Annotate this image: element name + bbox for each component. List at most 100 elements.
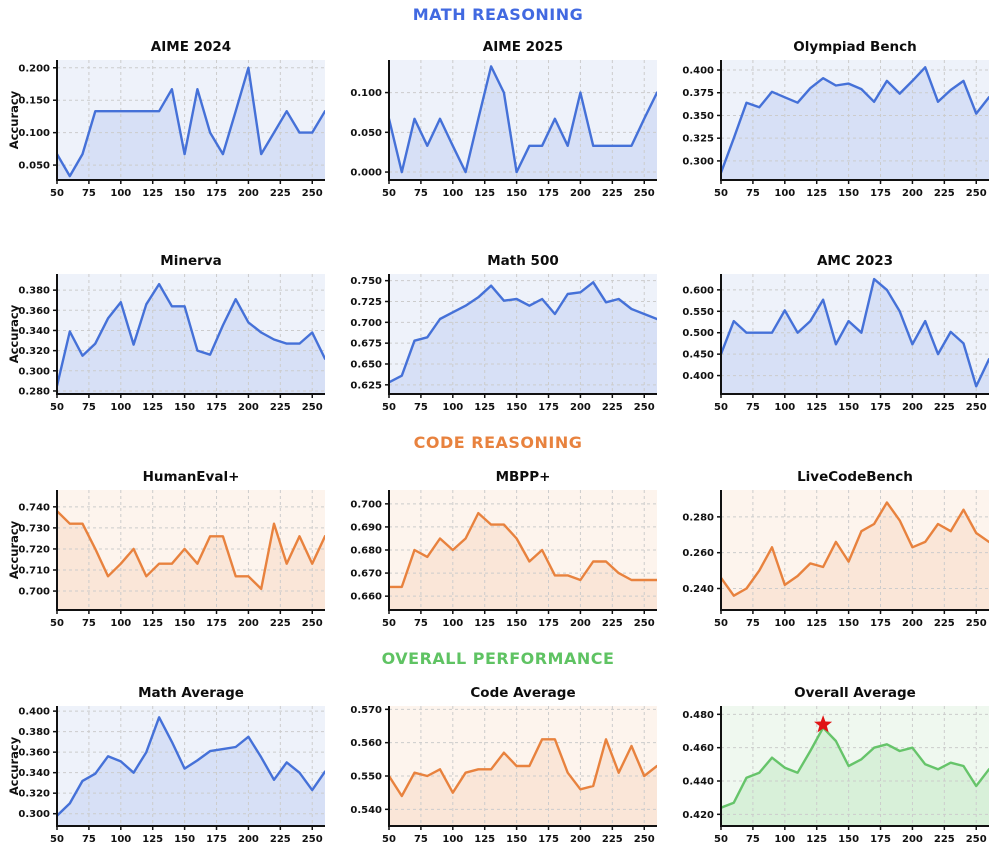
svg-text:250: 250	[302, 618, 323, 629]
chart-canvas: 50 75 100 125 150 175 200 225 250 0.050 0.100 0.150…	[7, 60, 325, 199]
svg-text:0.300: 0.300	[18, 366, 50, 377]
svg-text:75: 75	[82, 402, 96, 413]
svg-text:75: 75	[746, 618, 760, 629]
svg-text:50: 50	[382, 188, 396, 199]
svg-text:50: 50	[382, 618, 396, 629]
chart-canvas: 50 75 100 125 150 175 200 225 250 0.240 0.260 0.280	[682, 490, 989, 629]
chart-canvas: 50 75 100 125 150 175 200 225 250 0.400 0.450 0.500…	[682, 274, 989, 413]
svg-text:200: 200	[570, 188, 591, 199]
chart-title: Code Average	[470, 685, 576, 701]
svg-text:75: 75	[82, 834, 96, 845]
svg-text:0.750: 0.750	[350, 276, 382, 287]
svg-text:125: 125	[474, 618, 495, 629]
svg-text:75: 75	[82, 188, 96, 199]
svg-text:125: 125	[142, 834, 163, 845]
svg-text:125: 125	[474, 834, 495, 845]
svg-text:0.550: 0.550	[682, 307, 714, 318]
chart-title: Minerva	[160, 253, 222, 269]
svg-text:225: 225	[270, 618, 291, 629]
svg-text:125: 125	[474, 188, 495, 199]
svg-text:150: 150	[838, 402, 859, 413]
svg-text:150: 150	[174, 188, 195, 199]
svg-text:50: 50	[50, 618, 64, 629]
svg-text:0.400: 0.400	[18, 707, 50, 718]
svg-text:200: 200	[238, 618, 259, 629]
svg-text:0.675: 0.675	[350, 339, 382, 350]
svg-text:0.200: 0.200	[18, 63, 50, 74]
chart-overall-average: Overall Average 50 75 100 125 150 175 200 225 25…	[664, 684, 996, 848]
svg-text:250: 250	[302, 188, 323, 199]
svg-text:200: 200	[238, 402, 259, 413]
svg-text:175: 175	[206, 402, 227, 413]
svg-text:200: 200	[570, 402, 591, 413]
chart-canvas: 50 75 100 125 150 175 200 225 250 0.420 0.440 0.460…	[682, 706, 989, 845]
chart-title: Math Average	[138, 685, 244, 701]
svg-text:0.690: 0.690	[350, 522, 382, 533]
svg-text:0.320: 0.320	[18, 346, 50, 357]
svg-text:0.050: 0.050	[350, 128, 382, 139]
svg-text:100: 100	[774, 402, 795, 413]
svg-text:200: 200	[570, 834, 591, 845]
svg-text:0.000: 0.000	[350, 168, 382, 179]
svg-text:75: 75	[746, 834, 760, 845]
svg-text:200: 200	[570, 618, 591, 629]
svg-text:0.460: 0.460	[682, 743, 714, 754]
svg-text:250: 250	[634, 188, 655, 199]
svg-text:125: 125	[142, 618, 163, 629]
chart-amc-2023: AMC 2023 50 75 100 125 150 175 200 225 250 0.400 0…	[664, 252, 996, 416]
svg-text:250: 250	[966, 188, 987, 199]
chart-mbpp-plus: MBPP+ 50 75 100 125 150 175 200 225 250 0.660 0.67…	[332, 468, 664, 632]
chart-math-500: Math 500 50 75 100 125 150 175 200 225 250 0.625 0…	[332, 252, 664, 416]
chart-olympiad-bench: Olympiad Bench 50 75 100 125 150 175 200 225 250…	[664, 38, 996, 202]
svg-text:75: 75	[414, 402, 428, 413]
svg-text:200: 200	[902, 402, 923, 413]
chart-title: Math 500	[487, 253, 559, 269]
svg-text:50: 50	[382, 402, 396, 413]
svg-text:125: 125	[806, 618, 827, 629]
svg-text:225: 225	[602, 618, 623, 629]
y-axis-label: Accuracy	[7, 90, 21, 149]
svg-text:225: 225	[602, 834, 623, 845]
svg-text:125: 125	[142, 402, 163, 413]
svg-text:250: 250	[302, 402, 323, 413]
svg-text:0.700: 0.700	[350, 499, 382, 510]
svg-text:50: 50	[714, 188, 728, 199]
svg-text:100: 100	[442, 618, 463, 629]
chart-livecodebench: LiveCodeBench 50 75 100 125 150 175 200 225 250 0…	[664, 468, 996, 632]
svg-text:175: 175	[206, 618, 227, 629]
svg-text:150: 150	[174, 618, 195, 629]
svg-text:50: 50	[50, 402, 64, 413]
svg-text:0.400: 0.400	[682, 66, 714, 77]
chart-canvas: 50 75 100 125 150 175 200 225 250 0.660 0.670 0.680…	[350, 490, 657, 629]
svg-text:100: 100	[442, 188, 463, 199]
svg-text:0.100: 0.100	[350, 88, 382, 99]
svg-text:0.700: 0.700	[18, 587, 50, 598]
svg-text:50: 50	[714, 618, 728, 629]
chart-math-average: Math Average 50 75 100 125 150 175 200 225 250 0.…	[0, 684, 332, 848]
svg-text:150: 150	[506, 834, 527, 845]
svg-text:175: 175	[538, 834, 559, 845]
svg-text:0.680: 0.680	[350, 546, 382, 557]
svg-text:100: 100	[442, 402, 463, 413]
svg-text:175: 175	[206, 834, 227, 845]
svg-text:250: 250	[302, 834, 323, 845]
svg-text:150: 150	[838, 188, 859, 199]
svg-text:50: 50	[50, 188, 64, 199]
svg-text:0.325: 0.325	[682, 134, 714, 145]
svg-text:0.340: 0.340	[18, 768, 50, 779]
svg-text:0.720: 0.720	[18, 544, 50, 555]
svg-text:0.440: 0.440	[682, 777, 714, 788]
svg-text:125: 125	[806, 188, 827, 199]
chart-row: AIME 2024 50 75 100 125 150 175 200 225 250 0.050…	[0, 38, 996, 202]
svg-text:150: 150	[838, 834, 859, 845]
chart-row: HumanEval+ 50 75 100 125 150 175 200 225 250 0.70…	[0, 468, 996, 632]
svg-text:0.730: 0.730	[18, 523, 50, 534]
svg-text:225: 225	[934, 188, 955, 199]
svg-text:225: 225	[602, 402, 623, 413]
y-axis-label: Accuracy	[7, 520, 21, 579]
svg-text:50: 50	[382, 834, 396, 845]
svg-text:75: 75	[414, 618, 428, 629]
chart-row: Math Average 50 75 100 125 150 175 200 225 250 0.…	[0, 684, 996, 848]
svg-text:0.360: 0.360	[18, 748, 50, 759]
